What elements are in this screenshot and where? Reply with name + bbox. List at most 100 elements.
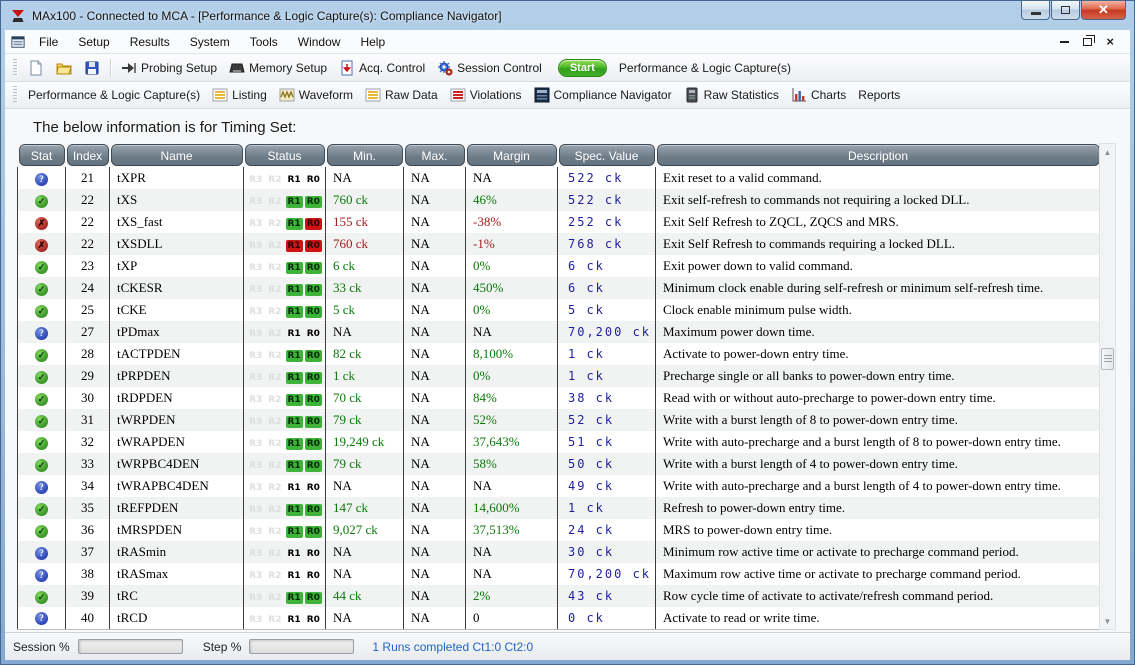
run-badge-r2: R2 [266, 394, 283, 406]
table-row[interactable]: ✓23tXPR3R2R1R06 ckNA0%6 ckExit power dow… [18, 255, 1101, 277]
status-cell: R3R2R1R0 [244, 431, 326, 453]
name-cell: tACTPDEN [110, 343, 244, 365]
question-icon: ? [35, 547, 48, 560]
start-pill[interactable]: Start [558, 59, 607, 77]
scroll-down-icon[interactable]: ▼ [1100, 613, 1115, 629]
table-row[interactable]: ✓31tWRPDENR3R2R1R079 ckNA52%52 ckWrite w… [18, 409, 1101, 431]
run-badge-r0: R0 [305, 460, 322, 472]
restore-icon [1061, 6, 1070, 14]
table-row[interactable]: ✓32tWRAPDENR3R2R1R019,249 ckNA37,643%51 … [18, 431, 1101, 453]
tab-waveform[interactable]: Waveform [273, 84, 359, 106]
min-cell: NA [326, 607, 404, 629]
table-row[interactable]: ✓33tWRPBC4DENR3R2R1R079 ckNA58%50 ckWrit… [18, 453, 1101, 475]
header-index[interactable]: Index [67, 144, 109, 166]
scrollbar-thumb[interactable] [1101, 348, 1114, 370]
tab-reports[interactable]: Reports [852, 85, 906, 105]
run-badge-r3: R3 [247, 284, 264, 296]
table-row[interactable]: ✓22tXSR3R2R1R0760 ckNA46%522 ckExit self… [18, 189, 1101, 211]
table-row[interactable]: ?21tXPRR3R2R1R0NANANA522 ckExit reset to… [18, 167, 1101, 189]
table-row[interactable]: ✓36tMRSPDENR3R2R1R09,027 ckNA37,513%24 c… [18, 519, 1101, 541]
status-cell: R3R2R1R0 [244, 563, 326, 585]
table-row[interactable]: ✓24tCKESRR3R2R1R033 ckNA450%6 ckMinimum … [18, 277, 1101, 299]
table-row[interactable]: ?38tRASmaxR3R2R1R0NANANA70,200 ckMaximum… [18, 563, 1101, 585]
menu-window[interactable]: Window [288, 32, 351, 52]
menu-setup[interactable]: Setup [68, 32, 119, 52]
table-row[interactable]: ✓25tCKER3R2R1R05 ckNA0%5 ckClock enable … [18, 299, 1101, 321]
menu-file[interactable]: File [29, 32, 68, 52]
title-bar[interactable]: MAx100 - Connected to MCA - [Performance… [1, 1, 1134, 30]
table-row[interactable]: ✓39tRCR3R2R1R044 ckNA2%43 ckRow cycle ti… [18, 585, 1101, 607]
save-button[interactable] [78, 57, 106, 79]
run-badge-r0: R0 [305, 438, 322, 450]
min-cell: 5 ck [326, 299, 404, 321]
scroll-up-icon[interactable]: ▲ [1100, 144, 1115, 160]
run-badge-r0: R0 [305, 504, 322, 516]
toolbar-grip[interactable] [13, 59, 18, 77]
index-cell: 22 [66, 211, 110, 233]
run-badge-r2: R2 [266, 482, 283, 494]
minimize-button[interactable] [1021, 1, 1050, 20]
table-row[interactable]: ✗22tXSDLLR3R2R1R0760 ckNA-1%768 ckExit S… [18, 233, 1101, 255]
table-row[interactable]: ✓29tPRPDENR3R2R1R01 ckNA0%1 ckPrecharge … [18, 365, 1101, 387]
spec-value-cell: 5 ck [558, 299, 656, 321]
description-cell: Exit Self Refresh to commands requiring … [656, 233, 1101, 255]
table-row[interactable]: ?40tRCDR3R2R1R0NANA00 ckActivate to read… [18, 607, 1101, 629]
spec-value-cell: 30 ck [558, 541, 656, 563]
tab-raw-data[interactable]: Raw Data [359, 84, 444, 106]
tab-listing[interactable]: Listing [206, 84, 273, 106]
header-min[interactable]: Min. [327, 144, 403, 166]
pass-icon: ✓ [35, 283, 48, 296]
header-max[interactable]: Max. [405, 144, 465, 166]
tab-violations[interactable]: Violations [444, 84, 528, 106]
run-badge-r3: R3 [247, 350, 264, 362]
run-badge-r2: R2 [266, 306, 283, 318]
max-cell: NA [404, 343, 466, 365]
tab-label: Charts [811, 88, 846, 102]
table-row[interactable]: ?37tRASminR3R2R1R0NANANA30 ckMinimum row… [18, 541, 1101, 563]
table-row[interactable]: ?34tWRAPBC4DENR3R2R1R0NANANA49 ckWrite w… [18, 475, 1101, 497]
run-badge-r0: R0 [305, 482, 322, 494]
table-row[interactable]: ✗22tXS_fastR3R2R1R0155 ckNA-38%252 ckExi… [18, 211, 1101, 233]
status-cell: R3R2R1R0 [244, 233, 326, 255]
restore-button[interactable] [1051, 1, 1080, 20]
tab-performance-logic-captures[interactable]: Performance & Logic Capture(s) [22, 85, 206, 105]
header-name[interactable]: Name [111, 144, 243, 166]
min-cell: 760 ck [326, 233, 404, 255]
margin-cell: 8,100% [466, 343, 558, 365]
session-control-button[interactable]: Session Control [431, 57, 548, 79]
tab-compliance-navigator[interactable]: Compliance Navigator [528, 84, 678, 106]
vertical-scrollbar[interactable]: ▲ ▼ [1099, 143, 1116, 630]
index-cell: 31 [66, 409, 110, 431]
header-margin[interactable]: Margin [467, 144, 557, 166]
header-spec-value[interactable]: Spec. Value [559, 144, 655, 166]
mdi-minimize-button[interactable] [1060, 41, 1069, 43]
table-row[interactable]: ✓28tACTPDENR3R2R1R082 ckNA8,100%1 ckActi… [18, 343, 1101, 365]
pass-icon: ✓ [35, 525, 48, 538]
tab-raw-statistics[interactable]: Raw Statistics [678, 84, 785, 106]
table-row[interactable]: ?27tPDmaxR3R2R1R0NANANA70,200 ckMaximum … [18, 321, 1101, 343]
acq-control-button[interactable]: Acq. Control [333, 57, 431, 79]
toolbar-grip[interactable] [13, 86, 18, 104]
new-button[interactable] [22, 57, 50, 79]
description-cell: Activate to power-down entry time. [656, 343, 1101, 365]
open-button[interactable] [50, 57, 78, 79]
probing-setup-button[interactable]: Probing Setup [115, 57, 223, 79]
mdi-restore-button[interactable] [1083, 38, 1092, 46]
table-row[interactable]: ✓30tRDPDENR3R2R1R070 ckNA84%38 ckRead wi… [18, 387, 1101, 409]
header-status[interactable]: Status [245, 144, 325, 166]
menu-system[interactable]: System [180, 32, 240, 52]
close-button[interactable]: ✕ [1081, 1, 1126, 20]
status-cell: R3R2R1R0 [244, 387, 326, 409]
memory-setup-button[interactable]: Memory Setup [223, 57, 333, 79]
table-row[interactable]: ✓35tREFPDENR3R2R1R0147 ckNA14,600%1 ckRe… [18, 497, 1101, 519]
header-description[interactable]: Description [657, 144, 1100, 166]
menu-results[interactable]: Results [120, 32, 180, 52]
header-stat[interactable]: Stat [19, 144, 65, 166]
start-button[interactable]: Start [548, 56, 613, 80]
tab-charts[interactable]: Charts [785, 84, 852, 106]
mdi-close-button[interactable]: × [1106, 37, 1114, 47]
description-cell: Maximum power down time. [656, 321, 1101, 343]
menu-tools[interactable]: Tools [240, 32, 288, 52]
menu-help[interactable]: Help [350, 32, 395, 52]
capture-toolbar-label[interactable]: Performance & Logic Capture(s) [613, 58, 797, 78]
